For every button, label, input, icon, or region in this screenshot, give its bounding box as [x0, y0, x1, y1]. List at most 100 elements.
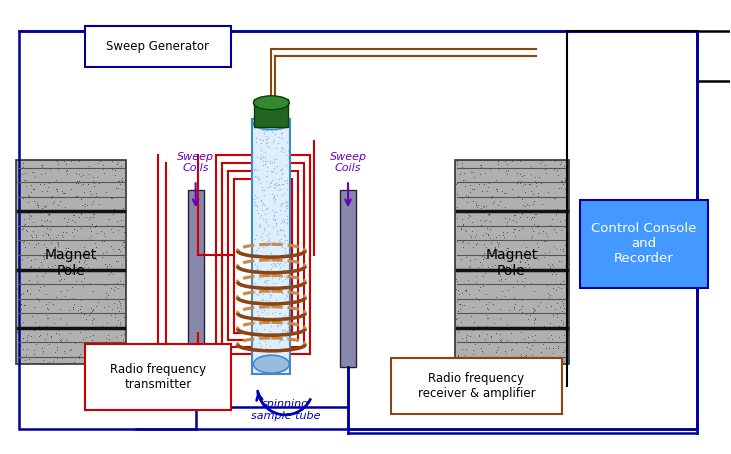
Point	[96, 322, 107, 330]
Point	[249, 195, 260, 202]
Point	[537, 340, 549, 347]
Point	[470, 202, 482, 209]
Point	[452, 307, 464, 314]
Point	[76, 202, 88, 209]
Point	[479, 169, 491, 177]
Point	[105, 262, 117, 270]
Point	[118, 238, 129, 245]
Point	[520, 310, 531, 317]
Point	[517, 181, 529, 188]
Point	[499, 204, 511, 211]
Point	[56, 354, 68, 361]
Point	[463, 355, 474, 363]
Text: Sweep
Coils: Sweep Coils	[177, 152, 214, 173]
Point	[529, 316, 540, 323]
Point	[482, 211, 494, 218]
Point	[102, 291, 113, 298]
Point	[18, 222, 30, 229]
Point	[96, 353, 108, 360]
Point	[67, 295, 79, 302]
Point	[251, 247, 262, 254]
Point	[85, 341, 96, 349]
Point	[556, 178, 567, 185]
Point	[556, 307, 568, 314]
Point	[105, 349, 116, 356]
Point	[265, 249, 277, 256]
Point	[23, 239, 35, 247]
Point	[12, 180, 23, 188]
Point	[450, 329, 461, 336]
Point	[518, 296, 529, 303]
Point	[450, 180, 462, 188]
Point	[42, 315, 54, 322]
Point	[534, 324, 545, 331]
Point	[538, 322, 550, 330]
Point	[517, 277, 529, 285]
Point	[529, 320, 540, 327]
Point	[515, 264, 527, 271]
Point	[475, 221, 487, 228]
Point	[281, 219, 293, 227]
Point	[451, 161, 463, 168]
Point	[28, 197, 39, 204]
Point	[560, 355, 572, 363]
Point	[44, 358, 56, 365]
Point	[281, 138, 293, 145]
Point	[251, 202, 263, 209]
Point	[515, 271, 526, 278]
Point	[249, 201, 260, 208]
Point	[106, 360, 118, 368]
Point	[547, 345, 558, 352]
Point	[71, 193, 83, 200]
Point	[526, 213, 537, 220]
Point	[61, 160, 72, 168]
Point	[514, 306, 526, 313]
Point	[475, 162, 487, 169]
Point	[68, 211, 80, 218]
Point	[500, 167, 512, 174]
Point	[496, 207, 507, 214]
Point	[477, 202, 489, 209]
Point	[99, 260, 111, 267]
Point	[116, 174, 128, 182]
Point	[79, 247, 91, 254]
Point	[281, 333, 292, 340]
Point	[253, 332, 265, 340]
Point	[477, 356, 488, 364]
Point	[281, 212, 293, 219]
Point	[44, 340, 56, 348]
Point	[254, 335, 265, 342]
Point	[543, 345, 555, 352]
Point	[11, 329, 23, 336]
Point	[252, 291, 264, 299]
Point	[62, 215, 74, 222]
Point	[464, 266, 476, 273]
Point	[110, 322, 121, 329]
Point	[478, 241, 490, 248]
Point	[87, 357, 99, 365]
Point	[51, 185, 63, 192]
Point	[42, 314, 53, 321]
Point	[277, 314, 289, 321]
Point	[491, 360, 503, 367]
Point	[266, 176, 278, 183]
Point	[72, 227, 83, 234]
Point	[13, 322, 25, 329]
Point	[23, 355, 35, 363]
Point	[17, 289, 29, 296]
Point	[277, 180, 289, 187]
Point	[70, 269, 82, 276]
Point	[107, 211, 119, 218]
Point	[258, 325, 270, 332]
Point	[455, 225, 467, 232]
Point	[526, 279, 537, 286]
Point	[533, 189, 545, 197]
Point	[118, 336, 129, 344]
Point	[455, 170, 466, 178]
Point	[253, 175, 265, 183]
Point	[73, 213, 85, 221]
Point	[453, 236, 465, 243]
Point	[258, 224, 270, 232]
Point	[278, 257, 289, 265]
Point	[37, 261, 48, 268]
